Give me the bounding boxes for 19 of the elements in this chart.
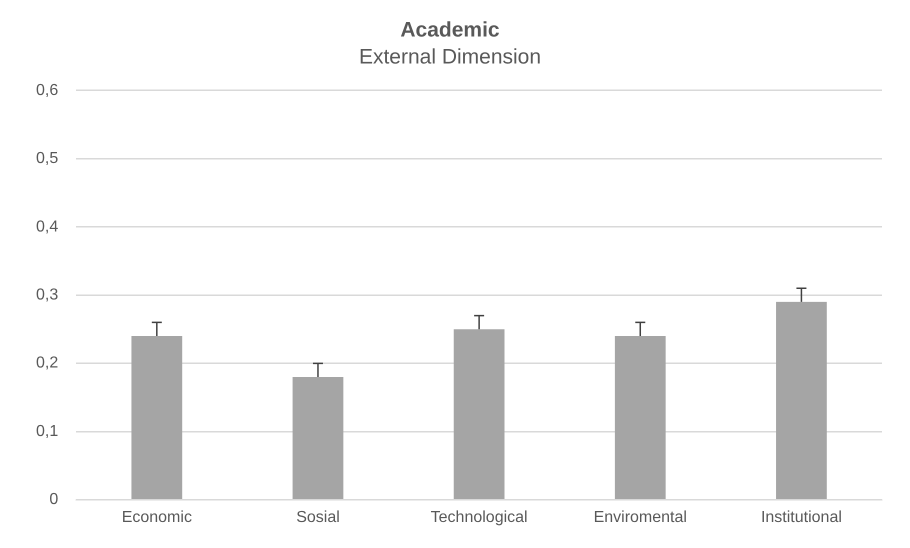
y-tick-label: 0,6 [36,82,58,99]
x-tick-label: Economic [122,508,192,526]
chart-title: Academic [400,18,500,42]
x-tick-label: Technological [430,508,528,526]
bar [614,336,666,500]
x-tick-label: Sosial [296,508,340,526]
x-tick-label: Enviromental [594,508,687,526]
bar [131,336,182,500]
chart-subtitle: External Dimension [358,46,542,69]
bar [292,376,344,500]
y-tick-label: 0,4 [36,218,58,236]
y-tick-label: 0,2 [36,354,58,372]
y-tick-label: 0,1 [36,422,58,440]
y-tick-label: 0 [49,491,58,508]
bar [454,329,505,500]
y-tick-label: 0,3 [36,286,58,304]
bar [776,302,827,500]
x-tick-label: Institutional [760,508,842,526]
y-tick-label: 0,5 [36,150,58,168]
